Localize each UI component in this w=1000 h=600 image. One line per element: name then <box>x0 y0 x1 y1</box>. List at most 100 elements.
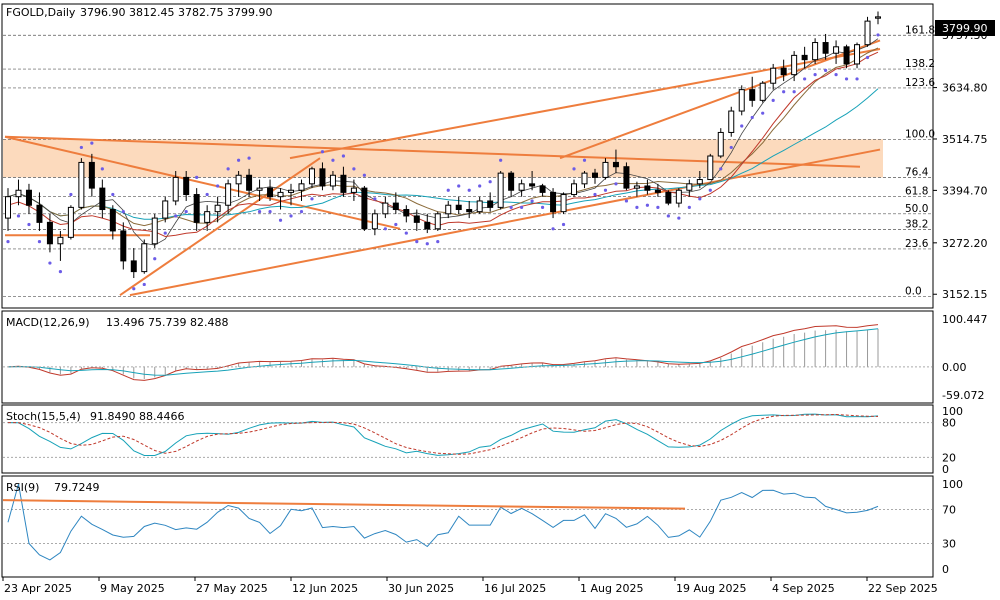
candle <box>675 189 682 204</box>
date-tick-label: 27 May 2025 <box>196 582 268 595</box>
date-tick-label: 12 Jun 2025 <box>292 582 358 595</box>
candle <box>120 230 127 262</box>
sar-dot <box>719 167 723 171</box>
rsi-label: RSI(9) <box>6 481 39 494</box>
fib-label: 76.4 <box>905 166 929 178</box>
sar-dot <box>457 184 461 188</box>
sar-dot <box>771 98 775 102</box>
macd-tick-label: 0.00 <box>942 361 967 374</box>
trendline <box>129 148 881 297</box>
candle <box>581 172 588 185</box>
sar-dot <box>823 68 828 72</box>
stoch-d <box>7 413 879 455</box>
candle <box>88 161 95 189</box>
candle <box>476 200 483 213</box>
price-tick-label: 3272.20 <box>942 237 988 250</box>
candle <box>392 202 399 211</box>
candle <box>875 16 881 19</box>
sar-dot <box>48 261 52 265</box>
sar-dot <box>666 214 670 218</box>
date-tick-label: 1 Aug 2025 <box>580 582 643 595</box>
sar-dot <box>740 124 744 128</box>
candle <box>633 185 640 189</box>
sar-dot <box>635 205 639 209</box>
candle <box>455 204 462 211</box>
stoch-label: Stoch(15,5,4) <box>6 410 81 423</box>
sar-dot <box>216 184 220 188</box>
sar-dot <box>383 227 387 231</box>
candle <box>172 176 179 202</box>
sar-dot <box>37 240 42 244</box>
candle <box>822 42 829 54</box>
candle <box>5 196 11 219</box>
candle <box>770 67 777 84</box>
candle <box>864 20 871 46</box>
sar-dot <box>530 199 534 203</box>
sar-dot <box>782 90 786 94</box>
sar-dot <box>761 111 765 115</box>
sar-dot <box>69 192 73 197</box>
sar-dot <box>310 197 314 201</box>
candle <box>665 191 672 204</box>
stoch-values: 91.8490 88.4466 <box>90 410 184 423</box>
candle <box>141 243 148 273</box>
candle <box>109 209 116 232</box>
date-tick-label: 19 Aug 2025 <box>676 582 746 595</box>
candle <box>413 215 420 223</box>
sar-dot <box>373 197 377 201</box>
sar-dot <box>876 33 880 37</box>
fib-label: 138.2 <box>905 58 935 70</box>
trendline <box>4 135 861 168</box>
candle <box>654 189 661 193</box>
candle <box>277 191 284 198</box>
candle <box>833 46 840 54</box>
fib-label: 23.6 <box>905 238 929 250</box>
ohlc-header: 3796.90 3812.45 3782.75 3799.90 <box>80 6 272 19</box>
sar-dot <box>645 203 649 207</box>
sar-dot <box>698 197 702 201</box>
symbol-label: FGOLD,Daily <box>6 6 76 19</box>
sar-dot <box>614 182 618 186</box>
macd-panel <box>1 310 934 404</box>
candle <box>183 176 190 196</box>
sar-dot <box>16 214 21 218</box>
fib-label: 61.8 <box>905 186 928 198</box>
sar-dot <box>520 205 524 209</box>
candle <box>214 204 221 213</box>
sar-dot <box>509 205 513 209</box>
sar-dot <box>593 192 597 197</box>
sar-dot <box>415 240 419 244</box>
sar-dot <box>394 222 398 227</box>
candle <box>361 187 368 230</box>
last-price-label: 3799.90 <box>942 22 988 35</box>
sar-dot <box>6 240 10 244</box>
date-tick-label: 30 Jun 2025 <box>388 582 454 595</box>
candle <box>791 54 798 76</box>
sar-dot <box>572 167 576 171</box>
candle <box>738 89 745 112</box>
rsi-panel <box>1 475 934 578</box>
sar-dot <box>687 205 691 209</box>
sar-dot <box>729 145 733 150</box>
date-tick-label: 23 Apr 2025 <box>4 582 72 595</box>
sar-dot <box>247 156 251 160</box>
candle <box>403 209 410 217</box>
candle <box>497 172 504 208</box>
sar-dot <box>582 158 587 162</box>
stoch-k <box>7 413 879 456</box>
candle <box>46 221 53 245</box>
price-tick-label: 3394.70 <box>942 184 988 197</box>
candle <box>550 191 557 213</box>
sar-dot <box>499 158 503 162</box>
candle <box>812 42 819 61</box>
candle <box>518 183 525 191</box>
sar-dot <box>341 154 346 158</box>
sar-dot <box>174 214 178 218</box>
sar-dot <box>540 205 545 209</box>
candle <box>151 217 158 245</box>
candle <box>350 187 357 193</box>
candle <box>15 189 22 198</box>
candle <box>246 174 253 191</box>
candle <box>445 204 452 215</box>
